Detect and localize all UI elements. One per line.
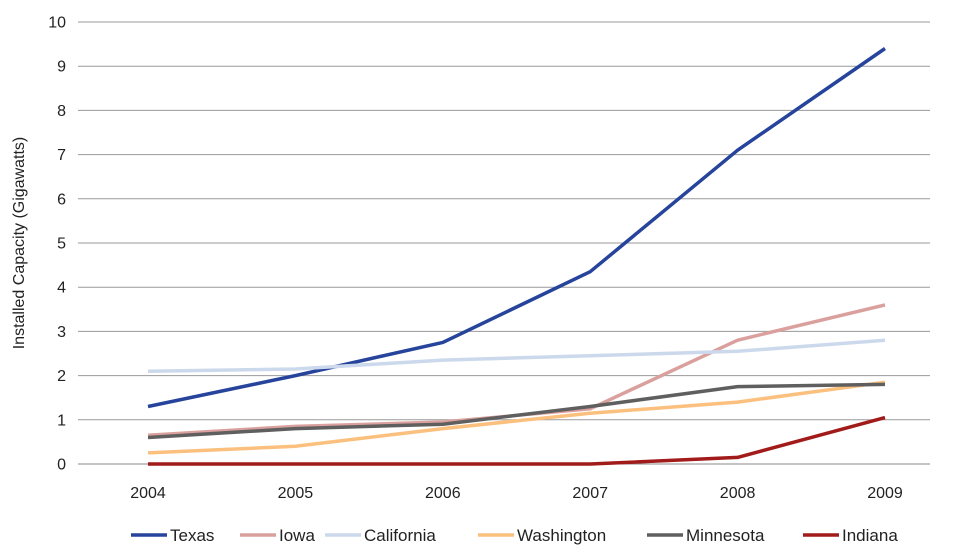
y-tick-label: 4 <box>57 280 66 297</box>
series-line-washington <box>147 380 886 455</box>
legend-label-iowa: Iowa <box>279 526 315 545</box>
legend-label-washington: Washington <box>517 526 606 545</box>
gridlines <box>78 21 930 465</box>
y-axis-tick-labels: 0 1 2 3 4 5 6 7 8 9 10 <box>48 15 66 474</box>
y-tick-label: 5 <box>57 236 66 253</box>
y-tick-label: 6 <box>57 191 66 208</box>
y-tick-label: 1 <box>57 412 66 429</box>
legend-label-texas: Texas <box>170 526 214 545</box>
y-tick-label: 7 <box>57 147 66 164</box>
x-tick-label: 2004 <box>130 485 166 502</box>
legend-label-minnesota: Minnesota <box>686 526 765 545</box>
y-tick-label: 3 <box>57 324 66 341</box>
series-line-minnesota <box>147 382 886 440</box>
x-tick-label: 2005 <box>278 485 314 502</box>
y-tick-label: 10 <box>48 15 66 32</box>
series-line-texas <box>147 47 886 409</box>
x-axis-tick-labels: 2004 2005 2006 2007 2008 2009 <box>130 485 903 502</box>
x-tick-label: 2008 <box>720 485 756 502</box>
x-tick-label: 2007 <box>572 485 608 502</box>
legend: Texas Iowa California Washington Minnesota In… <box>131 526 898 545</box>
series-line-california <box>147 338 886 373</box>
y-tick-label: 8 <box>57 103 66 120</box>
legend-label-indiana: Indiana <box>842 526 898 545</box>
y-tick-label: 2 <box>57 368 66 385</box>
x-tick-label: 2006 <box>425 485 461 502</box>
series-line-indiana <box>148 415 886 466</box>
y-axis-title: Installed Capacity (Gigawatts) <box>11 137 28 350</box>
y-tick-label: 0 <box>57 457 66 474</box>
y-tick-label: 9 <box>57 59 66 76</box>
x-tick-label: 2009 <box>867 485 903 502</box>
legend-label-california: California <box>364 526 436 545</box>
series-lines <box>147 47 886 466</box>
